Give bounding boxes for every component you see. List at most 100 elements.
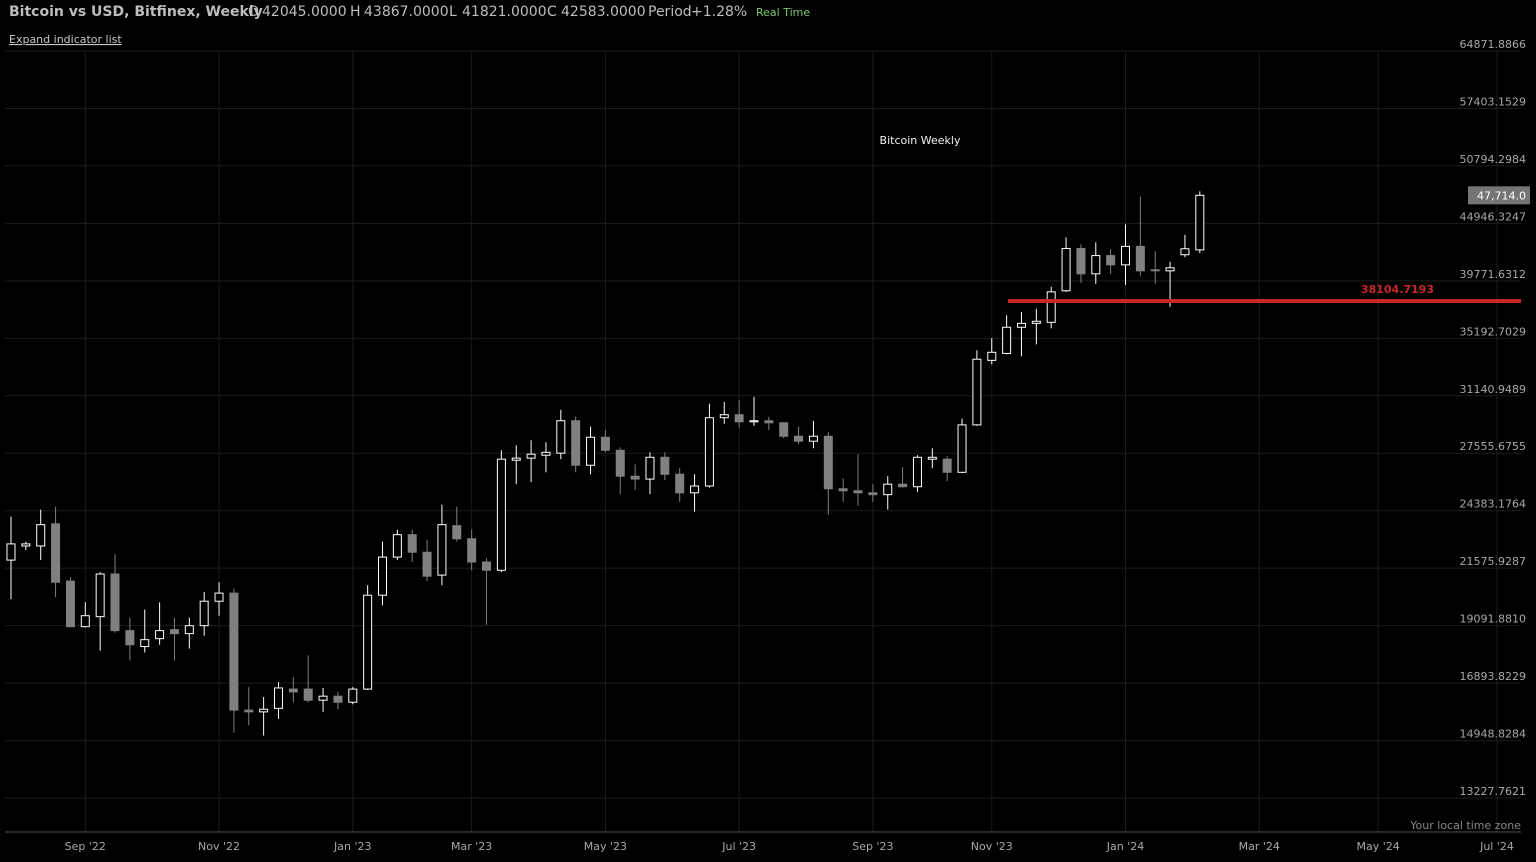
- candle-body: [883, 483, 893, 496]
- candle-body: [392, 534, 402, 558]
- timezone-note: Your local time zone: [1409, 819, 1521, 832]
- candle-body: [704, 417, 714, 487]
- candle-body: [556, 420, 566, 454]
- candle-body: [675, 473, 685, 494]
- candle-body: [51, 523, 61, 583]
- candle-body: [853, 490, 863, 494]
- x-tick-label: Nov '22: [198, 840, 240, 853]
- candle-body: [110, 573, 120, 632]
- candle-body: [1135, 245, 1145, 272]
- y-tick-label: 39771.6312: [1460, 268, 1526, 281]
- candle-body: [571, 420, 581, 466]
- candle-body: [898, 483, 908, 488]
- candle-body: [942, 458, 952, 473]
- candle-body: [1091, 255, 1101, 275]
- x-tick-label: May '23: [584, 840, 627, 853]
- candle-body: [140, 639, 150, 648]
- expand-link[interactable]: Expand indicator list: [9, 33, 122, 46]
- candle-body: [586, 436, 596, 466]
- y-tick-label: 13227.7621: [1460, 785, 1526, 798]
- candle-body: [80, 615, 90, 628]
- ohlc-key: L: [449, 4, 457, 20]
- candle-body: [1195, 194, 1205, 251]
- x-tick-label: Mar '24: [1239, 840, 1280, 853]
- candle-body: [6, 543, 16, 561]
- period-value: +1.28%: [691, 4, 747, 20]
- x-tick-label: Jan '24: [1106, 840, 1144, 853]
- x-tick-label: Jul '24: [1479, 840, 1514, 853]
- candle-body: [229, 592, 239, 711]
- candle-body: [1016, 322, 1026, 328]
- candle-body: [868, 492, 878, 496]
- candle-body: [1046, 291, 1056, 323]
- ohlc-key: C: [547, 4, 557, 20]
- candle-body: [779, 422, 789, 437]
- last-price-label: 47,714.0: [1477, 189, 1526, 202]
- candle-body: [259, 708, 269, 713]
- candle-body: [169, 629, 179, 635]
- candle-body: [288, 688, 298, 693]
- x-tick-label: Sep '22: [65, 840, 106, 853]
- candle-body: [36, 524, 46, 547]
- ohlc-value: 42045.0000: [262, 4, 347, 20]
- candle-body: [1165, 267, 1175, 272]
- candle-body: [749, 420, 759, 423]
- candle-body: [244, 709, 254, 713]
- candle-body: [734, 414, 744, 423]
- x-tick-label: Sep '23: [852, 840, 893, 853]
- candle-body: [823, 435, 833, 490]
- candle-body: [1150, 269, 1160, 272]
- candle-body: [526, 453, 536, 459]
- marks: [6, 191, 1521, 736]
- symbol-title: Bitcoin vs USD, Bitfinex, Weekly: [9, 4, 263, 20]
- level-label: 38104.7193: [1361, 283, 1434, 296]
- candle-body: [65, 580, 75, 628]
- candle-body: [1002, 326, 1012, 354]
- x-tick-label: May '24: [1356, 840, 1399, 853]
- ohlc-value: 41821.0000: [462, 4, 547, 20]
- candle-body: [273, 687, 283, 709]
- candle-body: [496, 458, 506, 571]
- candle-body: [184, 625, 194, 635]
- candle-body: [957, 424, 967, 473]
- ohlc-value: 42583.0000: [561, 4, 646, 20]
- y-tick-label: 27555.6755: [1460, 440, 1526, 453]
- candle-body: [912, 456, 922, 488]
- y-tick-label: 21575.9287: [1460, 555, 1526, 568]
- candle-body: [21, 543, 31, 547]
- candle-body: [794, 435, 804, 442]
- x-tick-label: Jan '23: [333, 840, 371, 853]
- x-tick-label: Nov '23: [971, 840, 1013, 853]
- y-tick-label: 14948.8284: [1460, 728, 1526, 741]
- candle-body: [808, 435, 818, 442]
- candle-body: [407, 534, 417, 553]
- candle-body: [838, 488, 848, 492]
- y-tick-label: 64871.8866: [1460, 38, 1526, 51]
- ohlc-value: 43867.0000: [364, 4, 449, 20]
- candle-body: [422, 551, 432, 577]
- period-key: Period: [648, 4, 692, 20]
- ohlc-key: H: [350, 4, 361, 20]
- candle-body: [645, 456, 655, 480]
- candle-body: [764, 420, 774, 424]
- last-price-box: [1468, 186, 1530, 205]
- candle-body: [511, 457, 521, 461]
- candle-body: [482, 561, 492, 571]
- status: Real Time: [756, 6, 810, 19]
- candle-body: [927, 456, 937, 460]
- candle-body: [1031, 320, 1041, 324]
- candle-body: [1180, 248, 1190, 256]
- candle-body: [600, 436, 610, 451]
- candle-body: [363, 594, 373, 690]
- y-tick-label: 57403.1529: [1460, 95, 1526, 108]
- candle-body: [987, 351, 997, 361]
- ohlc-key: O: [248, 4, 259, 20]
- y-tick-label: 24383.1764: [1460, 498, 1526, 511]
- y-tick-label: 31140.9489: [1460, 383, 1526, 396]
- candle-body: [467, 538, 477, 563]
- candle-body: [1061, 247, 1071, 292]
- candle-body: [333, 695, 343, 703]
- x-tick-label: Jul '23: [721, 840, 756, 853]
